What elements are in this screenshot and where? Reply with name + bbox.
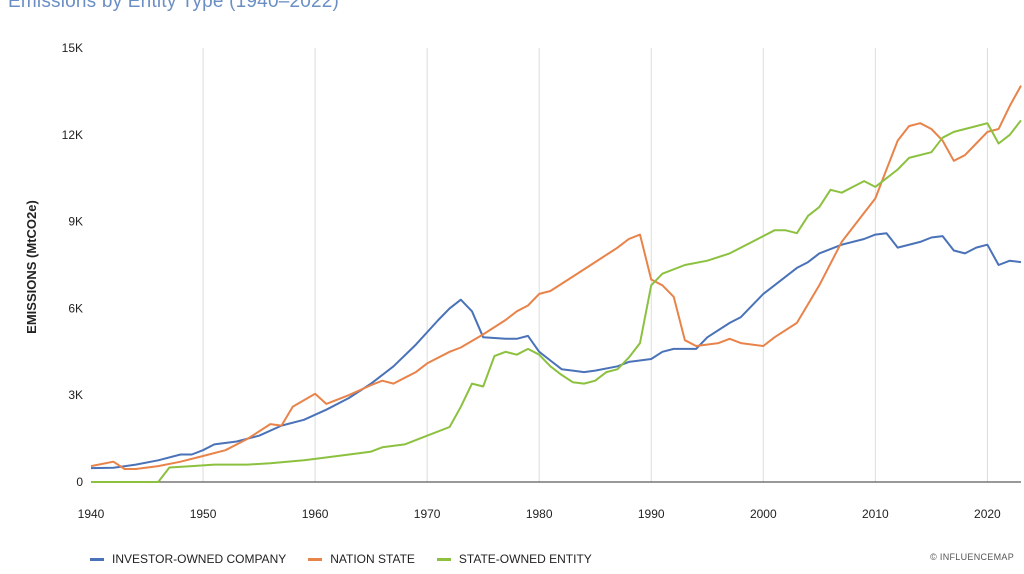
x-axis-ticks: 1940 1950 1960 1970 1980 1990 2000 2010 2020 xyxy=(78,507,1001,521)
y-tick-label: 12K xyxy=(62,128,83,142)
x-tick-label: 2020 xyxy=(974,507,1001,521)
x-tick-label: 1960 xyxy=(302,507,329,521)
y-tick-label: 9K xyxy=(68,215,83,229)
y-tick-label: 3K xyxy=(68,388,83,402)
x-tick-label: 1950 xyxy=(190,507,217,521)
x-tick-label: 1990 xyxy=(638,507,665,521)
legend-item-nation-state[interactable]: NATION STATE xyxy=(308,552,415,566)
series-line xyxy=(91,119,1022,483)
x-tick-label: 1980 xyxy=(526,507,553,521)
source-credit: © INFLUENCEMAP xyxy=(930,552,1014,562)
legend-item-state-owned[interactable]: STATE-OWNED ENTITY xyxy=(436,552,592,566)
series-line xyxy=(90,85,1022,470)
chart-title: Emissions by Entity Type (1940–2022) xyxy=(8,0,340,12)
series-line xyxy=(90,232,1022,470)
legend-swatch xyxy=(90,557,104,561)
y-tick-label: 15K xyxy=(62,41,83,55)
legend: INVESTOR-OWNED COMPANY NATION STATE STAT… xyxy=(90,552,592,566)
y-tick-label: 6K xyxy=(68,301,83,315)
legend-label: NATION STATE xyxy=(330,552,415,566)
legend-label: INVESTOR-OWNED COMPANY xyxy=(112,552,287,566)
x-tick-label: 2010 xyxy=(862,507,889,521)
legend-swatch xyxy=(308,557,323,561)
y-tick-label: 0 xyxy=(76,475,83,489)
x-tick-label: 1970 xyxy=(414,507,441,521)
legend-label: STATE-OWNED ENTITY xyxy=(458,552,592,566)
x-tick-label: 2000 xyxy=(750,507,777,521)
y-axis-ticks: 0 3K 6K 9K 12K 15K xyxy=(62,41,84,489)
legend-swatch xyxy=(436,557,451,561)
grid-lines xyxy=(202,48,988,482)
legend-item-investor-owned[interactable]: INVESTOR-OWNED COMPANY xyxy=(90,552,286,566)
y-axis-label: EMISSIONS (MtCO2e) xyxy=(24,200,39,334)
x-tick-label: 1940 xyxy=(78,507,105,521)
series-layer xyxy=(90,85,1022,483)
